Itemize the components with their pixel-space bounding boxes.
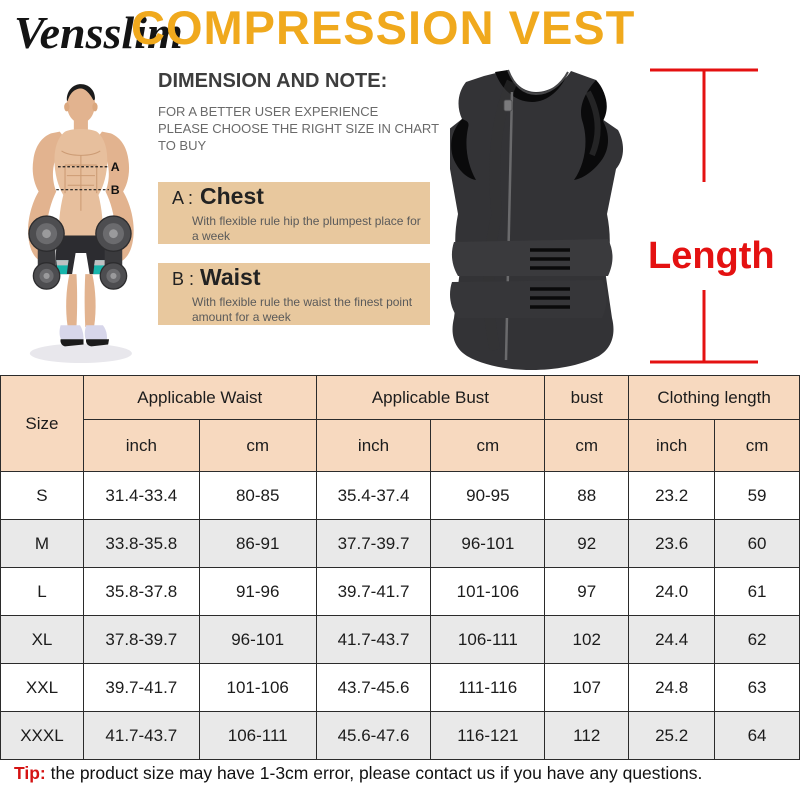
- svg-text:B: B: [111, 183, 120, 197]
- svg-text:Length: Length: [648, 235, 775, 277]
- svg-text:A: A: [111, 160, 120, 174]
